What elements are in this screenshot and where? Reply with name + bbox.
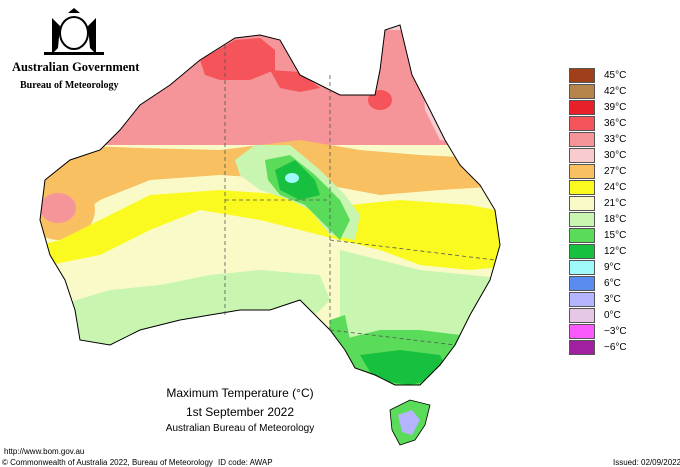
footer-copyright: © Commonwealth of Australia 2022, Bureau… [2, 458, 213, 467]
legend-swatch [569, 116, 595, 131]
legend-swatch [569, 196, 595, 211]
map-title: Maximum Temperature (°C) [166, 386, 314, 400]
legend-swatch [569, 308, 595, 323]
legend-label: 9°C [604, 262, 621, 273]
legend-label: 12°C [604, 246, 627, 257]
legend-label: 21°C [604, 198, 627, 209]
legend-swatch [569, 212, 595, 227]
legend-swatch [569, 340, 595, 355]
legend-swatch [569, 260, 595, 275]
legend-swatch [569, 292, 595, 307]
map-date: 1st September 2022 [185, 405, 295, 419]
legend-swatch [569, 100, 595, 115]
legend-label: 24°C [604, 182, 627, 193]
legend-label: 27°C [604, 166, 627, 177]
legend-swatch [569, 148, 595, 163]
legend-label: 36°C [604, 118, 627, 129]
legend-swatch [569, 324, 595, 339]
legend-label: 42°C [604, 86, 627, 97]
legend-label: 39°C [604, 102, 627, 113]
legend-swatch [569, 180, 595, 195]
legend-swatch [569, 244, 595, 259]
legend-label: 45°C [604, 70, 627, 81]
coat-of-arms-logo [8, 8, 138, 98]
legend-swatch [569, 276, 595, 291]
legend-label: 15°C [604, 230, 627, 241]
footer-url[interactable]: http://www.bom.gov.au [4, 447, 85, 456]
legend-swatch [569, 68, 595, 83]
legend-label: −6°C [604, 342, 627, 353]
legend-swatch [569, 132, 595, 147]
map-title-block: Maximum Temperature (°C) 1st September 2… [130, 386, 350, 434]
legend-swatch [569, 228, 595, 243]
government-name: Australian Government [12, 60, 140, 74]
legend-label: 18°C [604, 214, 627, 225]
legend-label: 30°C [604, 150, 627, 161]
bureau-name: Bureau of Meteorology [20, 80, 119, 91]
footer-id-code: ID code: AWAP [218, 458, 273, 467]
legend-swatch [569, 164, 595, 179]
legend-label: 33°C [604, 134, 627, 145]
footer-issued: Issued: 02/09/2022 [613, 458, 680, 467]
legend-swatch [569, 84, 595, 99]
legend-label: −3°C [604, 326, 627, 337]
legend-label: 0°C [604, 310, 621, 321]
legend-label: 3°C [604, 294, 621, 305]
legend-label: 6°C [604, 278, 621, 289]
map-source: Australian Bureau of Meteorology [165, 423, 315, 434]
